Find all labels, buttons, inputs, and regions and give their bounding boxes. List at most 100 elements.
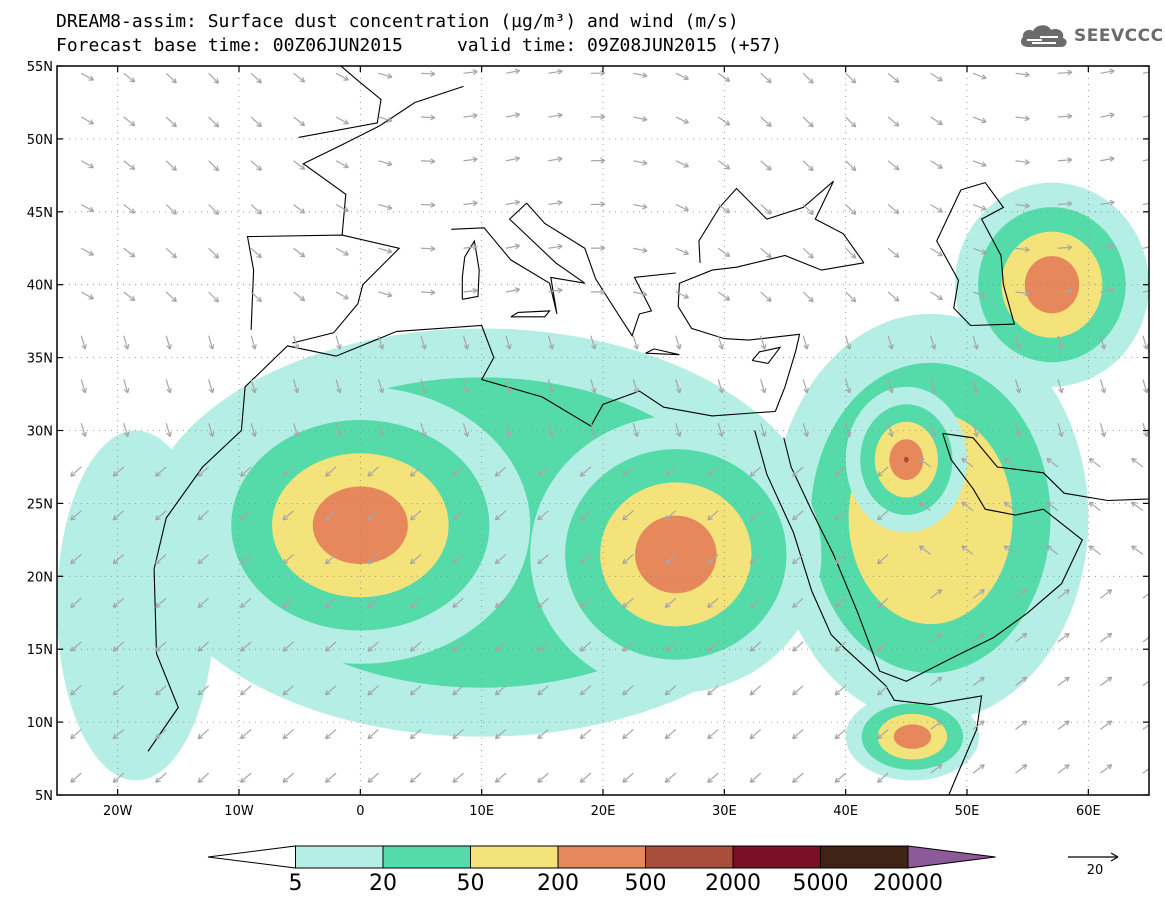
- cloud-icon: [1020, 25, 1067, 47]
- wind-arrow: [664, 772, 677, 783]
- wind-arrow: [675, 160, 689, 168]
- wind-arrow: [80, 72, 94, 81]
- wind-arrow: [961, 501, 974, 512]
- wind-arrow: [377, 335, 385, 350]
- wind-arrow: [972, 116, 987, 124]
- wind-arrow: [197, 641, 210, 652]
- wind-arrow: [622, 728, 634, 740]
- wind-arrow: [324, 728, 337, 740]
- colorbar-segment: [557, 845, 646, 869]
- wind-arrow: [877, 685, 889, 696]
- wind-arrow: [802, 116, 814, 128]
- wind-arrow: [675, 116, 689, 124]
- wind-arrow: [155, 466, 167, 477]
- wind-arrow: [123, 335, 130, 350]
- wind-arrow: [409, 685, 422, 696]
- wind-arrow: [112, 685, 125, 696]
- wind-arrow: [165, 291, 177, 303]
- lat-tick-label: 50N: [27, 133, 53, 148]
- wind-arrow: [197, 597, 210, 608]
- wind-arrow: [324, 597, 337, 608]
- wind-arrow: [165, 423, 172, 438]
- wind-arrow: [452, 685, 464, 696]
- wind-arrow: [887, 423, 894, 438]
- wind-arrow: [378, 116, 393, 123]
- wind-arrow: [420, 289, 436, 296]
- wind-arrow: [70, 772, 82, 783]
- wind-arrow: [494, 553, 507, 565]
- coastline: [246, 234, 401, 344]
- wind-arrow: [675, 379, 682, 394]
- wind-arrow: [70, 728, 82, 740]
- wind-arrow: [155, 641, 167, 652]
- wind-arrow: [165, 160, 177, 171]
- wind-arrow: [155, 597, 167, 608]
- wind-arrow: [1057, 676, 1070, 687]
- wind-arrow: [1057, 335, 1064, 350]
- wind-arrow: [717, 160, 731, 170]
- wind-arrow: [494, 466, 507, 477]
- wind-arrow: [282, 510, 294, 521]
- colorbar-low-triangle: [207, 845, 296, 869]
- wind-arrow: [664, 597, 677, 608]
- wind-arrow: [335, 72, 349, 81]
- wind-arrow: [324, 772, 337, 783]
- wind-arrow: [155, 772, 167, 783]
- wind-arrow: [760, 204, 772, 215]
- lon-tick-label: 40E: [833, 804, 858, 819]
- wind-arrow: [802, 160, 814, 172]
- coastline: [451, 202, 586, 315]
- wind-arrow: [378, 72, 393, 79]
- wind-arrow: [282, 685, 294, 696]
- lat-tick-label: 15N: [27, 643, 53, 658]
- coastline: [754, 430, 983, 795]
- wind-arrow: [717, 247, 731, 257]
- wind-arrow: [792, 728, 804, 740]
- coastline: [147, 324, 776, 752]
- wind-arrow: [590, 201, 606, 208]
- wind-arrow: [887, 72, 900, 83]
- wind-arrow: [123, 291, 136, 302]
- wind-arrow: [367, 553, 379, 565]
- wind-arrow: [452, 772, 464, 783]
- wind-arrow: [834, 772, 847, 783]
- wind-arrow: [717, 379, 724, 394]
- wind-arrow: [548, 200, 563, 206]
- coastline: [298, 66, 382, 138]
- wind-arrow: [282, 641, 294, 652]
- wind-arrow: [877, 510, 889, 521]
- wind-arrow: [664, 641, 677, 652]
- wind-arrow: [1142, 202, 1149, 206]
- wind-arrow: [123, 204, 136, 214]
- wind-arrow: [664, 685, 677, 696]
- wind-arrow: [112, 728, 125, 740]
- wind-arrow: [887, 160, 900, 171]
- wind-arrow: [834, 685, 847, 696]
- dust-contour-sahara-core-west-4: [312, 486, 408, 565]
- wind-arrow: [632, 379, 639, 394]
- wind-arrow: [80, 203, 94, 212]
- wind-arrow: [70, 510, 82, 521]
- wind-arrow: [792, 597, 804, 608]
- wind-arrow: [887, 204, 900, 215]
- wind-arrow: [505, 423, 512, 438]
- wind-arrow: [972, 423, 979, 438]
- wind-arrow: [155, 553, 167, 565]
- wind-arrow: [1142, 115, 1149, 118]
- wind-arrow: [918, 545, 931, 555]
- graticule: [57, 66, 1149, 795]
- wind-arrow: [972, 203, 987, 211]
- wind-arrow: [80, 379, 87, 394]
- wind-arrow: [420, 202, 436, 208]
- coastline: [302, 85, 464, 236]
- wind-arrow: [494, 641, 507, 652]
- wind-arrow: [1100, 199, 1115, 206]
- wind-arrow: [675, 291, 689, 299]
- wind-arrow: [250, 160, 262, 171]
- wind-arrow: [877, 553, 889, 565]
- wind-arrow: [324, 685, 337, 696]
- dust-contour-mesopotamia-5: [903, 456, 909, 463]
- lat-tick-label: 10N: [27, 716, 53, 731]
- wind-arrow: [792, 772, 804, 783]
- wind-arrow: [1014, 423, 1022, 438]
